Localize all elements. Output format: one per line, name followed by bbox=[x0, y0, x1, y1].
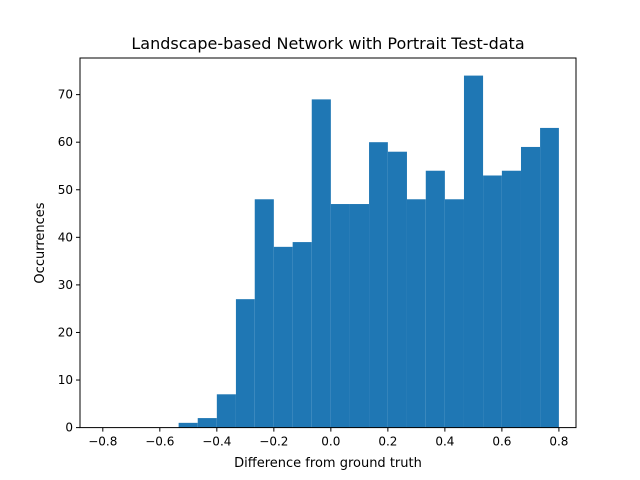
histogram-bar-13 bbox=[425, 170, 445, 428]
y-tick-label: 60 bbox=[58, 135, 73, 149]
histogram-bar-9 bbox=[349, 204, 370, 428]
histogram-bar-3 bbox=[235, 299, 255, 428]
histogram-bar-2 bbox=[216, 394, 236, 428]
histogram-bar-12 bbox=[406, 199, 426, 428]
y-tick-label: 70 bbox=[58, 88, 73, 102]
histogram-bar-8 bbox=[330, 204, 350, 428]
histogram-bar-15 bbox=[463, 75, 484, 428]
plot-frame bbox=[79, 57, 577, 429]
histogram-bar-19 bbox=[540, 127, 559, 428]
histogram-bar-6 bbox=[292, 242, 312, 428]
y-tick-label: 40 bbox=[58, 230, 73, 244]
histogram-bar-5 bbox=[273, 246, 293, 428]
y-tick-label: 0 bbox=[65, 421, 73, 435]
x-axis-ticks: −0.8 −0.6 −0.4 −0.2 0.0 0.2 0.4 0.6 0.8 bbox=[88, 427, 568, 449]
histogram-bar-10 bbox=[369, 142, 388, 428]
y-tick-label: 20 bbox=[58, 325, 73, 339]
x-tick-label: 0.8 bbox=[549, 435, 568, 449]
chart-title: Landscape-based Network with Portrait Te… bbox=[131, 34, 524, 53]
x-tick-label: −0.6 bbox=[145, 435, 174, 449]
x-tick-label: 0.0 bbox=[321, 435, 340, 449]
histogram-bar-14 bbox=[444, 199, 464, 428]
histogram-bar-4 bbox=[254, 199, 274, 428]
y-axis-ticks: 0 10 20 30 40 50 60 70 bbox=[58, 88, 80, 435]
histogram-bar-7 bbox=[311, 99, 331, 428]
histogram-bar-16 bbox=[483, 175, 502, 428]
histogram-bar-18 bbox=[520, 146, 541, 428]
y-tick-label: 10 bbox=[58, 373, 73, 387]
histogram-bar-11 bbox=[387, 151, 407, 428]
y-tick-label: 50 bbox=[58, 183, 73, 197]
x-tick-label: −0.8 bbox=[88, 435, 117, 449]
x-tick-label: −0.2 bbox=[259, 435, 288, 449]
x-axis-label: Difference from ground truth bbox=[234, 456, 422, 471]
y-tick-label: 30 bbox=[58, 278, 73, 292]
histogram-bar-0 bbox=[178, 422, 198, 428]
y-axis-label: Occurrences bbox=[33, 202, 48, 283]
x-tick-label: −0.4 bbox=[202, 435, 231, 449]
histogram-bar-1 bbox=[197, 418, 217, 428]
x-tick-label: 0.6 bbox=[492, 435, 511, 449]
x-tick-label: 0.4 bbox=[435, 435, 454, 449]
x-tick-label: 0.2 bbox=[378, 435, 397, 449]
histogram-bars bbox=[178, 75, 559, 428]
histogram-bar-17 bbox=[501, 170, 521, 428]
